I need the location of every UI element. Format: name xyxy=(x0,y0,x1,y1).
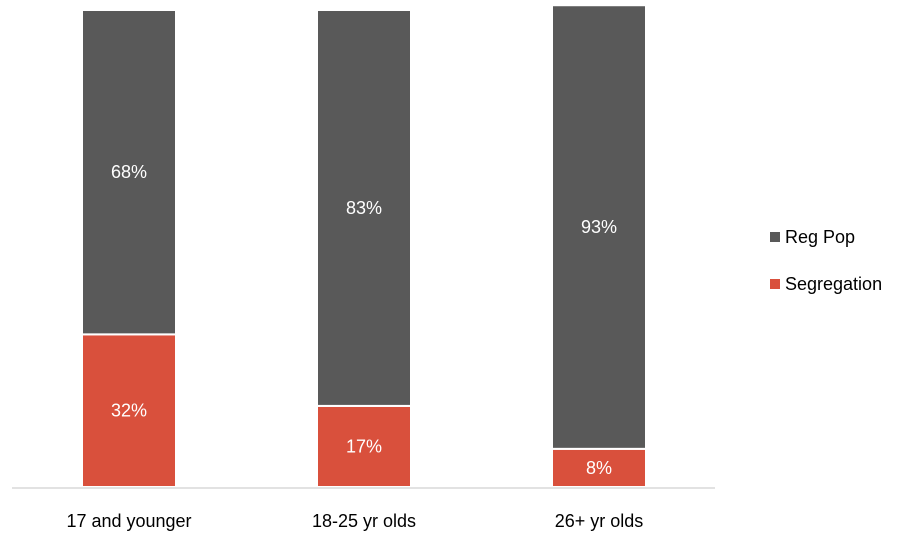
legend-swatch-reg-pop xyxy=(770,232,780,242)
bar-segregation-1 xyxy=(81,333,177,488)
category-label-1: 17 and younger xyxy=(66,511,191,531)
data-label-reg-pop-2: 83% xyxy=(346,198,382,218)
data-label-reg-pop-3: 93% xyxy=(581,217,617,237)
legend-swatch-segregation xyxy=(770,279,780,289)
bar-reg-pop-2 xyxy=(316,9,412,407)
category-label-3: 26+ yr olds xyxy=(555,511,644,531)
bar-reg-pop-1 xyxy=(81,9,177,336)
data-label-segregation-2: 17% xyxy=(346,436,382,456)
bar-reg-pop-3 xyxy=(551,4,647,450)
legend-label-segregation: Segregation xyxy=(785,274,882,294)
data-label-segregation-1: 32% xyxy=(111,401,147,421)
data-label-reg-pop-1: 68% xyxy=(111,162,147,182)
legend-label-reg-pop: Reg Pop xyxy=(785,227,855,247)
category-label-2: 18-25 yr olds xyxy=(312,511,416,531)
data-label-segregation-3: 8% xyxy=(586,458,612,478)
